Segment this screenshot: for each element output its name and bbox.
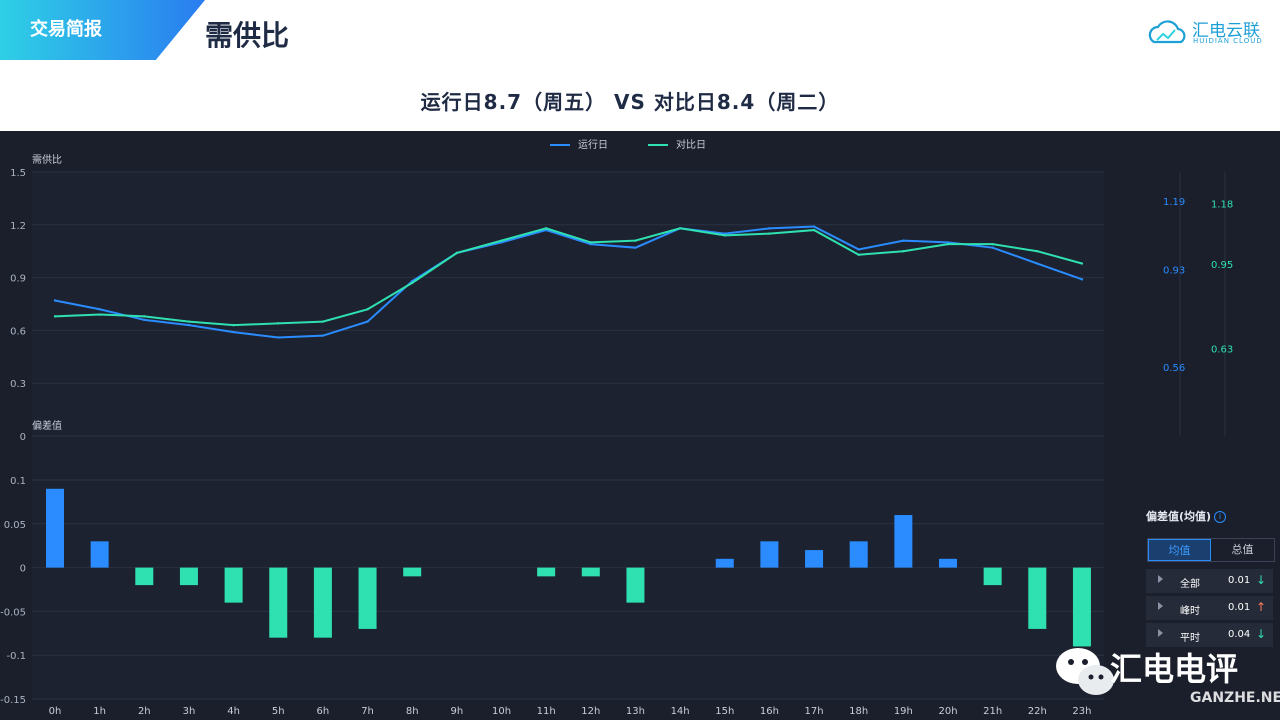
arrow-up-icon: ↑ bbox=[1256, 600, 1267, 614]
panel-tabs: 均值 总值 bbox=[1147, 538, 1275, 562]
legend-compare-swatch bbox=[648, 144, 668, 146]
panel-title: 偏差值(均值) bbox=[1146, 510, 1212, 523]
page-title: 需供比 bbox=[205, 19, 290, 52]
logo-text: 汇电云联 bbox=[1192, 21, 1260, 41]
stat-value: 0.01 bbox=[1228, 602, 1251, 613]
stat-value: 0.01 bbox=[1228, 575, 1251, 586]
header-bar: 交易简报 需供比 汇电云联 HUIDIAN CLOUD 运行日8.7（周五） V… bbox=[0, 0, 1280, 130]
stat-row-peak[interactable]: 峰时 0.01 ↑ bbox=[1146, 596, 1273, 620]
expand-icon[interactable] bbox=[1158, 629, 1163, 637]
section-tag-label: 交易简报 bbox=[30, 19, 102, 40]
logo-subtext: HUIDIAN CLOUD bbox=[1193, 37, 1263, 45]
arrow-down-icon: ↓ bbox=[1256, 573, 1267, 587]
chart-subtitle: 运行日8.7（周五） VS 对比日8.4（周二） bbox=[420, 90, 840, 114]
chart-area bbox=[0, 131, 1280, 720]
cloud-logo-icon bbox=[1148, 20, 1186, 44]
stat-row-flat[interactable]: 平时 0.04 ↓ bbox=[1146, 623, 1273, 647]
tab-average[interactable]: 均值 bbox=[1148, 539, 1211, 561]
tab-total[interactable]: 总值 bbox=[1231, 543, 1254, 556]
watermark-subtext: GANZHE.NET bbox=[1190, 690, 1280, 706]
legend-run-label: 运行日 bbox=[578, 140, 608, 151]
expand-icon[interactable] bbox=[1158, 575, 1163, 583]
legend-compare[interactable]: 对比日 bbox=[648, 136, 706, 151]
legend-run-swatch bbox=[550, 144, 570, 146]
arrow-down-icon: ↓ bbox=[1256, 627, 1267, 641]
watermark-text: 汇电电评 bbox=[1110, 650, 1239, 688]
stat-row-all[interactable]: 全部 0.01 ↓ bbox=[1146, 569, 1273, 593]
legend-compare-label: 对比日 bbox=[676, 140, 706, 151]
info-icon[interactable]: i bbox=[1214, 511, 1226, 523]
stat-label: 全部 bbox=[1180, 579, 1200, 590]
expand-icon[interactable] bbox=[1158, 602, 1163, 610]
stat-value: 0.04 bbox=[1228, 629, 1251, 640]
wechat-watermark-icon bbox=[1056, 648, 1114, 695]
legend-run[interactable]: 运行日 bbox=[550, 136, 608, 151]
stat-label: 峰时 bbox=[1180, 606, 1200, 617]
stat-label: 平时 bbox=[1180, 633, 1200, 644]
